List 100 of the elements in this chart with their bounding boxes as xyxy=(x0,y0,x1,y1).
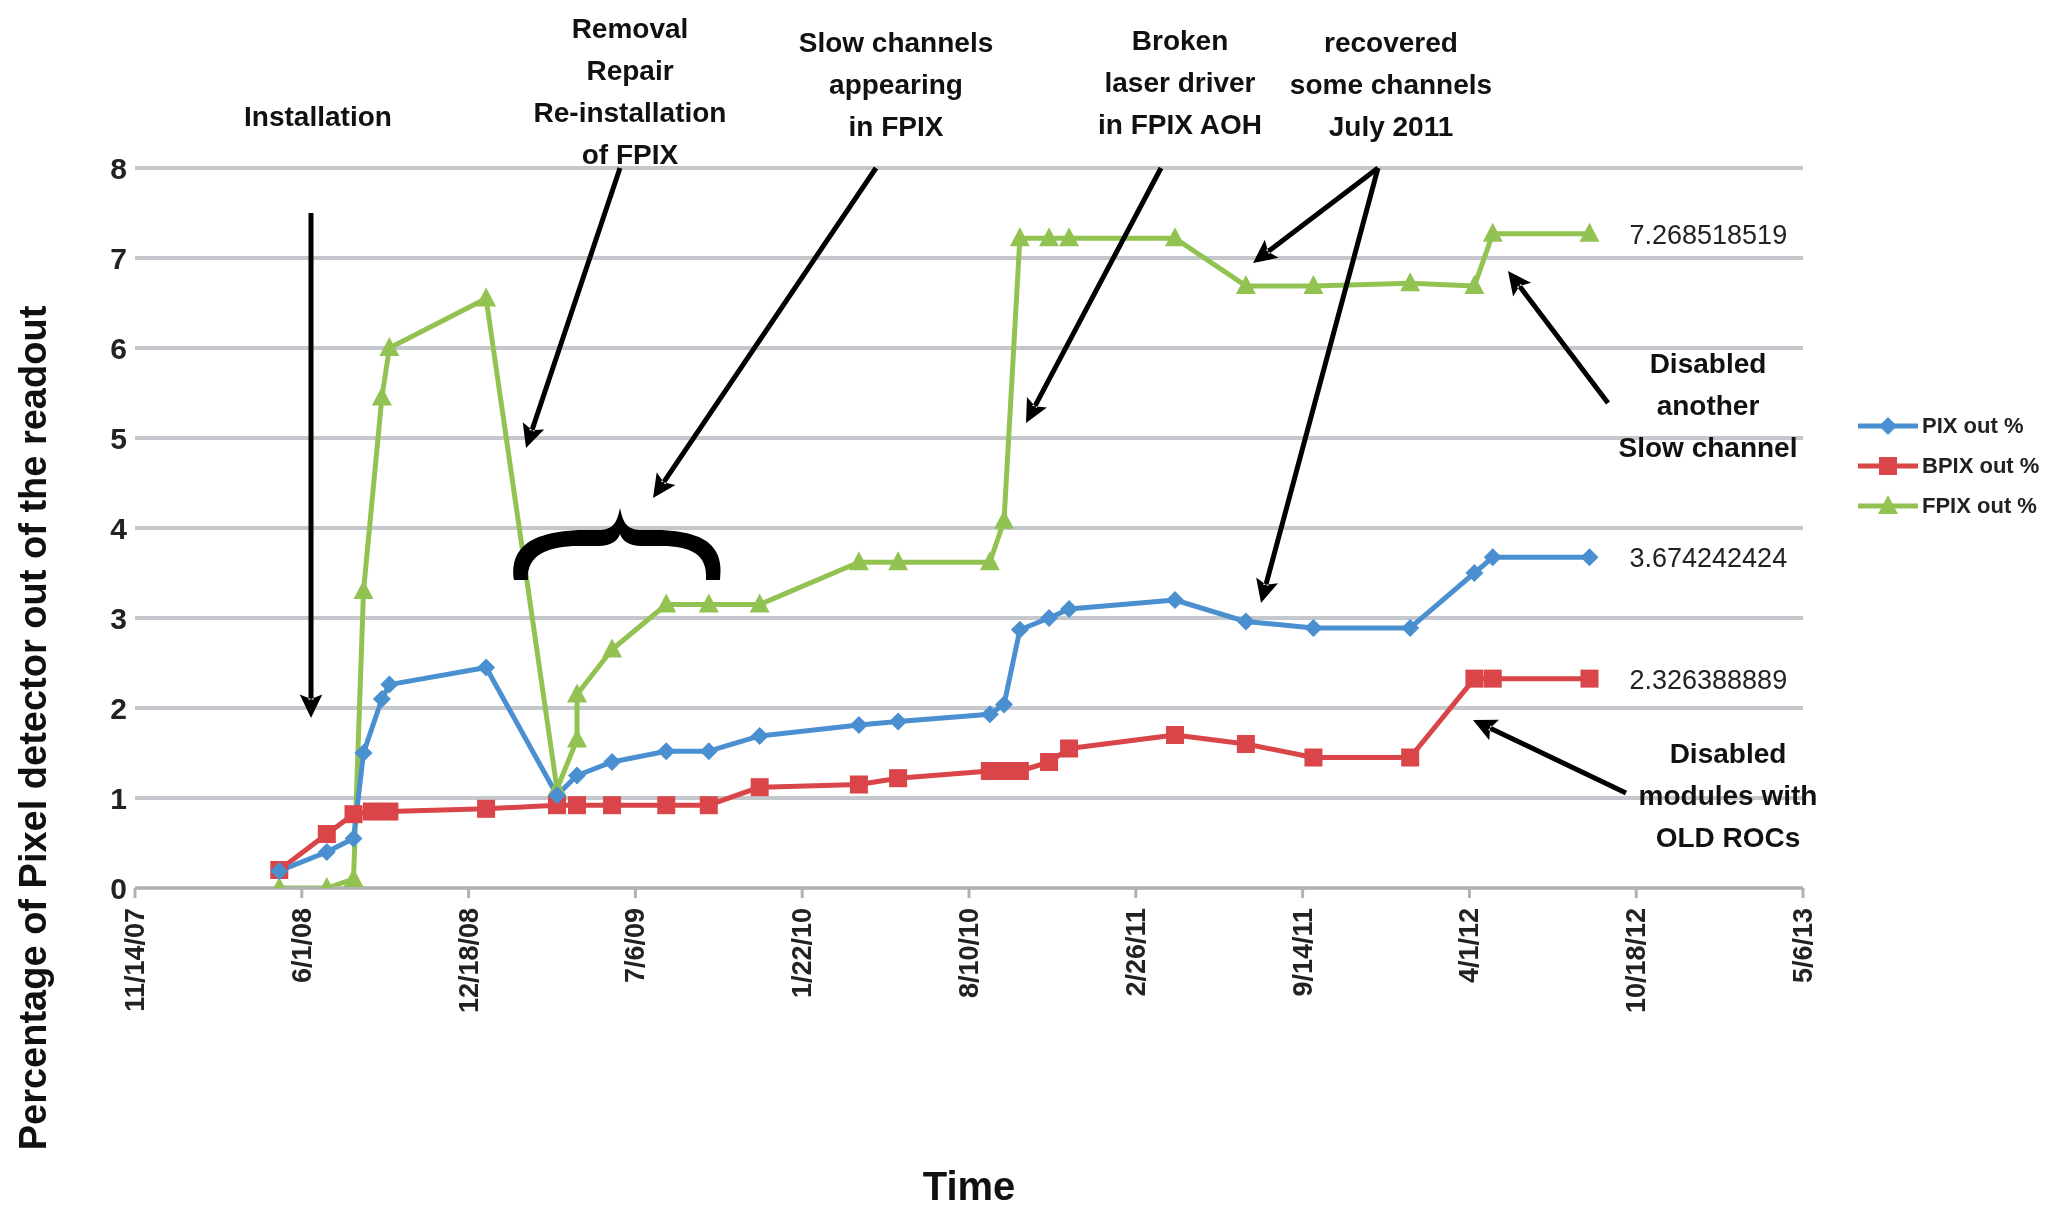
point xyxy=(1166,726,1184,744)
point xyxy=(1236,612,1255,631)
x-tick-label: 8/10/10 xyxy=(954,908,984,999)
point xyxy=(1482,222,1503,242)
point xyxy=(995,695,1014,714)
point xyxy=(1483,548,1502,567)
x-tick-label: 9/14/11 xyxy=(1287,908,1318,997)
x-tick-label: 2/26/11 xyxy=(1120,908,1151,997)
point xyxy=(353,580,374,599)
point xyxy=(979,551,1000,571)
point xyxy=(477,799,496,818)
point xyxy=(1304,748,1323,767)
point xyxy=(1060,739,1079,758)
point xyxy=(362,802,381,821)
point xyxy=(317,843,336,861)
x-tick-label: 5/6/13 xyxy=(1788,908,1818,984)
point xyxy=(379,337,400,356)
y-tick-label: 5 xyxy=(110,421,127,455)
point xyxy=(889,769,908,788)
x-tick-label: 1/22/10 xyxy=(787,908,818,999)
x-tick-label: 7/6/09 xyxy=(620,908,651,984)
point xyxy=(372,690,391,708)
point xyxy=(849,775,868,794)
point xyxy=(343,868,364,887)
x-axis-title: Time xyxy=(922,1164,1016,1208)
point xyxy=(889,712,908,731)
y-axis-title: Percentage of Pixel detector out of the readout xyxy=(12,305,54,1151)
legend-label: PIX out % xyxy=(1922,413,2024,439)
x-tick-label: 12/18/08 xyxy=(453,908,484,1014)
point xyxy=(849,716,868,735)
x-tick-label: 6/1/08 xyxy=(286,908,317,984)
point xyxy=(380,675,399,694)
point xyxy=(603,796,622,815)
point xyxy=(1039,227,1060,247)
y-tick-label: 4 xyxy=(110,511,128,545)
point xyxy=(568,796,587,815)
point xyxy=(1579,222,1600,242)
point xyxy=(380,802,399,821)
point xyxy=(567,683,588,703)
point xyxy=(750,778,769,797)
y-tick-label: 6 xyxy=(110,331,127,365)
y-tick-label: 3 xyxy=(110,601,127,635)
point xyxy=(1009,227,1030,247)
point xyxy=(548,786,566,805)
annotation: Disabled modules with OLD ROCs xyxy=(1638,738,1818,853)
data-label: 7.268518519 xyxy=(1629,219,1788,250)
point xyxy=(371,386,392,406)
point xyxy=(1465,669,1484,688)
point xyxy=(1236,735,1255,753)
y-tick-label: 7 xyxy=(110,241,127,275)
point xyxy=(980,705,999,724)
point xyxy=(1401,748,1420,767)
point xyxy=(657,742,676,761)
point xyxy=(1165,227,1185,247)
point xyxy=(344,829,363,848)
point xyxy=(657,796,676,815)
point xyxy=(699,796,718,815)
annotation: Disabled another Slow channel xyxy=(1618,348,1798,463)
point xyxy=(317,825,336,843)
point xyxy=(603,753,622,771)
point xyxy=(1235,274,1256,294)
text: Broken laser driver in FPIX AOH xyxy=(1098,25,1262,140)
point xyxy=(477,658,496,677)
point xyxy=(354,744,373,762)
annotation: Removal Repair Re-installation of FPIX xyxy=(533,13,727,170)
point xyxy=(1483,669,1502,688)
point xyxy=(1303,274,1324,294)
text: recovered some channels July 2011 xyxy=(1289,27,1493,142)
point xyxy=(1166,591,1184,609)
y-tick-label: 2 xyxy=(110,691,127,725)
data-label: 3.674242424 xyxy=(1629,543,1788,574)
x-tick-label: 11/14/07 xyxy=(120,908,150,1012)
y-tick-label: 8 xyxy=(110,151,127,185)
y-tick-label: 1 xyxy=(110,781,127,815)
point xyxy=(749,593,770,613)
point xyxy=(1059,227,1080,247)
point xyxy=(1040,753,1059,771)
point xyxy=(848,551,869,571)
point xyxy=(1400,272,1421,292)
text: Slow channels appearing in FPIX xyxy=(798,27,994,142)
y-tick-label: 0 xyxy=(110,871,127,905)
point xyxy=(1465,564,1484,582)
point xyxy=(1580,669,1599,688)
point xyxy=(888,551,909,571)
point xyxy=(602,638,623,658)
point xyxy=(1580,548,1599,567)
point xyxy=(1401,618,1420,637)
point xyxy=(656,593,677,613)
point xyxy=(1040,609,1059,627)
point xyxy=(568,766,587,785)
point xyxy=(1464,274,1485,294)
data-label: 2.326388889 xyxy=(1629,664,1788,695)
point xyxy=(1304,618,1323,637)
legend-label: FPIX out % xyxy=(1922,493,2037,519)
point xyxy=(698,593,719,613)
point xyxy=(1060,600,1079,618)
x-tick-label: 10/18/12 xyxy=(1621,908,1652,1014)
x-tick-label: 4/1/12 xyxy=(1454,908,1485,984)
point xyxy=(344,805,363,824)
point xyxy=(476,287,497,307)
